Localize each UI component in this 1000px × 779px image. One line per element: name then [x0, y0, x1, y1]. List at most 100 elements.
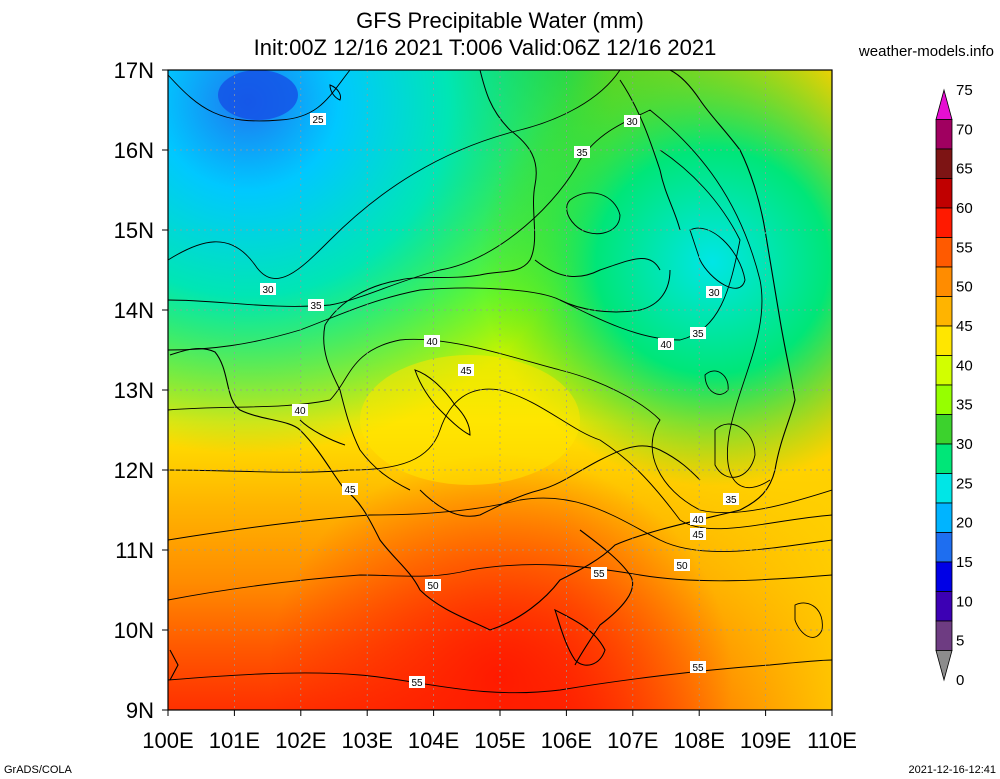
colorbar-label: 65 — [956, 161, 973, 178]
contour-labels: 25 30 35 30 35 30 35 40 45 40 40 45 35 40 45 50 50 55 55 55 — [260, 113, 739, 689]
colorbar-bin — [935, 325, 953, 356]
lon-label: 109E — [740, 728, 791, 753]
colorbar-bin — [935, 237, 953, 268]
colorbar-label: 35 — [956, 397, 973, 414]
footer-software: GrADS/COLA — [4, 764, 72, 776]
svg-text:30: 30 — [262, 285, 274, 296]
lon-gridlines — [234, 70, 766, 710]
colorbar-label: 25 — [956, 475, 973, 492]
lon-label: 103E — [342, 728, 393, 753]
contour-label: 40 — [690, 513, 706, 526]
svg-text:35: 35 — [725, 495, 737, 506]
contour-label: 35 — [574, 146, 590, 159]
contour-label: 30 — [260, 283, 276, 296]
lon-label: 102E — [275, 728, 326, 753]
colorbar-bin — [935, 207, 953, 238]
colorbar-label: 40 — [956, 357, 973, 374]
lon-label: 101E — [209, 728, 260, 753]
lat-label: 14N — [114, 298, 154, 323]
svg-text:35: 35 — [576, 148, 588, 159]
colorbar-label: 70 — [956, 121, 973, 138]
colorbar-bin — [935, 148, 953, 179]
colorbar-bin — [935, 266, 953, 297]
lat-label: 10N — [114, 618, 154, 643]
svg-text:50: 50 — [427, 581, 439, 592]
contour-label: 35 — [308, 299, 324, 312]
lat-gridlines — [168, 149, 832, 631]
colorbar-label: 45 — [956, 318, 973, 335]
contours — [168, 70, 832, 694]
lon-label: 110E — [807, 728, 857, 753]
svg-text:30: 30 — [626, 117, 638, 128]
colorbar-bin — [935, 296, 953, 327]
svg-text:25: 25 — [312, 115, 324, 126]
colorbar-bin — [935, 473, 953, 504]
lon-label: 100E — [142, 728, 193, 753]
svg-text:40: 40 — [426, 337, 438, 348]
colorbar-label: 5 — [956, 633, 964, 650]
svg-text:45: 45 — [344, 485, 356, 496]
colorbar-bin — [935, 178, 953, 209]
lat-label: 16N — [114, 138, 154, 163]
lat-label: 15N — [114, 218, 154, 243]
contour-label: 45 — [342, 483, 358, 496]
coastlines — [169, 70, 796, 681]
borders — [299, 70, 701, 517]
svg-text:35: 35 — [692, 329, 704, 340]
longitude-labels: 100E 101E 102E 103E 104E 105E 106E 107E 108E 109E… — [142, 710, 857, 753]
contour-label: 35 — [723, 493, 739, 506]
colorbar-bin — [935, 414, 953, 445]
colorbar-label: 20 — [956, 515, 973, 532]
colorbar-label: 55 — [956, 239, 973, 256]
chart-title: GFS Precipitable Water (mm) Init:00Z 12/… — [0, 7, 1000, 61]
colorbar-bin — [935, 88, 953, 120]
colorbar-label: 30 — [956, 436, 973, 453]
site-credit: weather-models.info — [858, 43, 994, 60]
lat-label: 11N — [115, 538, 154, 563]
lat-label: 12N — [114, 458, 154, 483]
svg-text:30: 30 — [708, 288, 720, 299]
title-line-1: GFS Precipitable Water (mm) — [356, 8, 644, 33]
footer-timestamp: 2021-12-16-12:41 — [908, 764, 996, 776]
lakes — [329, 84, 471, 436]
contour-label: 45 — [690, 528, 706, 541]
colorbar-bin — [935, 443, 953, 474]
svg-text:45: 45 — [692, 530, 704, 541]
colorbar-bin — [935, 532, 953, 563]
svg-text:40: 40 — [692, 515, 704, 526]
colorbar-label: 50 — [956, 279, 973, 296]
lat-label: 13N — [114, 378, 154, 403]
title-line-2: Init:00Z 12/16 2021 T:006 Valid:06Z 12/1… — [253, 35, 717, 60]
colorbar-bin — [935, 620, 953, 651]
colorbar-bin — [935, 355, 953, 386]
svg-text:40: 40 — [660, 340, 672, 351]
svg-text:40: 40 — [294, 406, 306, 417]
svg-text:55: 55 — [593, 569, 605, 580]
contour-label: 35 — [690, 327, 706, 340]
colorbar-bin — [935, 591, 953, 622]
contour-label: 30 — [706, 286, 722, 299]
colorbar-label: 10 — [956, 593, 973, 610]
lon-label: 105E — [474, 728, 525, 753]
colorbar-label: 60 — [956, 200, 973, 217]
svg-text:55: 55 — [411, 678, 423, 689]
svg-text:35: 35 — [310, 301, 322, 312]
contour-label: 50 — [425, 579, 441, 592]
svg-text:50: 50 — [676, 561, 688, 572]
lat-label: 17N — [114, 58, 154, 83]
pw-field: 25 30 35 30 35 30 35 40 45 40 40 45 35 40 45 50 50 55 55 55 — [168, 70, 832, 710]
lon-label: 107E — [607, 728, 658, 753]
contour-label: 45 — [458, 364, 474, 377]
colorbar-bin — [935, 119, 953, 150]
latitude-labels: 17N 16N 15N 14N 13N 12N 11N 10N 9N — [114, 58, 168, 723]
colorbar-bin — [935, 502, 953, 533]
colorbar-bin — [935, 384, 953, 415]
colorbar-label: 15 — [956, 554, 973, 571]
contour-label: 40 — [292, 404, 308, 417]
contour-label: 25 — [310, 113, 326, 126]
colorbar-bin — [935, 650, 953, 682]
contour-label: 30 — [624, 115, 640, 128]
contour-label: 40 — [658, 338, 674, 351]
contour-label: 40 — [424, 335, 440, 348]
